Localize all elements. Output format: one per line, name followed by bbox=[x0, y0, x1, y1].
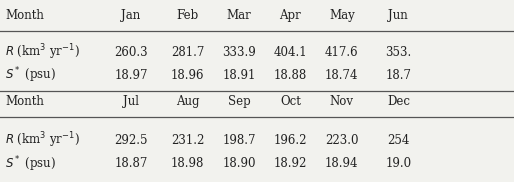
Text: 281.7: 281.7 bbox=[171, 46, 204, 58]
Text: $S^*$ (psu): $S^*$ (psu) bbox=[5, 154, 57, 174]
Text: 196.2: 196.2 bbox=[273, 134, 307, 147]
Text: 417.6: 417.6 bbox=[325, 46, 359, 58]
Text: 231.2: 231.2 bbox=[171, 134, 204, 147]
Text: Month: Month bbox=[5, 95, 44, 108]
Text: $S^*$ (psu): $S^*$ (psu) bbox=[5, 66, 57, 85]
Text: Mar: Mar bbox=[227, 9, 251, 22]
Text: 404.1: 404.1 bbox=[273, 46, 307, 58]
Text: Feb: Feb bbox=[176, 9, 199, 22]
Text: Sep: Sep bbox=[228, 95, 250, 108]
Text: Dec: Dec bbox=[387, 95, 410, 108]
Text: $R$ (km$^3$ yr$^{-1}$): $R$ (km$^3$ yr$^{-1}$) bbox=[5, 42, 80, 62]
Text: 18.74: 18.74 bbox=[325, 69, 359, 82]
Text: 18.88: 18.88 bbox=[274, 69, 307, 82]
Text: 18.94: 18.94 bbox=[325, 157, 359, 170]
Text: Apr: Apr bbox=[280, 9, 301, 22]
Text: 18.91: 18.91 bbox=[223, 69, 255, 82]
Text: Month: Month bbox=[5, 9, 44, 22]
Text: May: May bbox=[329, 9, 355, 22]
Text: 353.: 353. bbox=[385, 46, 412, 58]
Text: 18.7: 18.7 bbox=[386, 69, 411, 82]
Text: 223.0: 223.0 bbox=[325, 134, 359, 147]
Text: 18.98: 18.98 bbox=[171, 157, 204, 170]
Text: Nov: Nov bbox=[330, 95, 354, 108]
Text: 333.9: 333.9 bbox=[222, 46, 256, 58]
Text: 18.92: 18.92 bbox=[274, 157, 307, 170]
Text: 18.96: 18.96 bbox=[171, 69, 205, 82]
Text: Jun: Jun bbox=[389, 9, 408, 22]
Text: Jan: Jan bbox=[121, 9, 141, 22]
Text: Oct: Oct bbox=[280, 95, 301, 108]
Text: 19.0: 19.0 bbox=[386, 157, 411, 170]
Text: Aug: Aug bbox=[176, 95, 199, 108]
Text: 18.97: 18.97 bbox=[114, 69, 148, 82]
Text: $R$ (km$^3$ yr$^{-1}$): $R$ (km$^3$ yr$^{-1}$) bbox=[5, 131, 80, 150]
Text: 292.5: 292.5 bbox=[114, 134, 148, 147]
Text: 198.7: 198.7 bbox=[222, 134, 256, 147]
Text: 254: 254 bbox=[387, 134, 410, 147]
Text: Jul: Jul bbox=[123, 95, 139, 108]
Text: 18.90: 18.90 bbox=[222, 157, 256, 170]
Text: 260.3: 260.3 bbox=[114, 46, 148, 58]
Text: 18.87: 18.87 bbox=[115, 157, 148, 170]
